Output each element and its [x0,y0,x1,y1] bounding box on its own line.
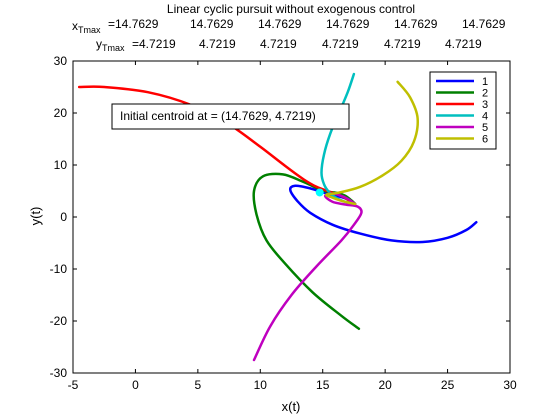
x-tick-label: 30 [503,378,517,392]
header-y-value-2: 4.7219 [199,37,236,51]
header-y-sub: Tmax [102,43,125,53]
chart-title: Linear cyclic pursuit without exogenous … [167,2,415,16]
y-tick-label: 10 [54,158,68,172]
header-y-value-4: 4.7219 [322,37,359,51]
x-tick-label: -5 [68,378,79,392]
header-y-row: yTmax =4.7219 4.7219 4.7219 4.7219 4.721… [96,37,482,53]
x-tick-label: 5 [195,378,202,392]
header-y-value-6: 4.7219 [445,37,482,51]
header-y-value-5: 4.7219 [384,37,421,51]
header-x-value-1: =14.7629 [108,17,159,31]
header-y-value-3: 4.7219 [260,37,297,51]
x-axis-label: x(t) [282,399,301,414]
legend-frame [429,71,497,150]
series-line-6 [324,80,419,206]
header-y-value-1: =4.7219 [132,37,176,51]
legend-label-1: 1 [482,76,488,88]
header-x-main: x [72,19,78,33]
legend-label-6: 6 [482,134,488,146]
y-tick-label: -20 [50,314,68,328]
annotation-text: Initial centroid at = (14.7629, 4.7219) [120,109,316,123]
header-x-value-5: 14.7629 [394,17,438,31]
annotation-frame [111,103,350,130]
y-tick-label: -30 [50,366,68,380]
header-x-row: xTmax =14.7629 14.7629 14.7629 14.7629 1… [72,17,506,35]
header-x-label: xTmax [72,19,101,35]
x-tick-label: 25 [441,378,455,392]
y-tick-label: 0 [60,210,67,224]
header-x-value-2: 14.7629 [190,17,234,31]
series-line-2 [252,172,361,331]
y-tick-label: -10 [50,262,68,276]
x-tick-label: 20 [378,378,392,392]
y-tick-label: 30 [54,54,68,68]
x-tick-label: 0 [132,378,139,392]
centroid-marker [315,188,324,197]
header-x-value-3: 14.7629 [258,17,302,31]
legend-label-3: 3 [482,99,488,111]
header-x-sub: Tmax [78,25,101,35]
header-x-value-4: 14.7629 [326,17,370,31]
header-x-value-6: 14.7629 [462,17,506,31]
x-tick-label: 15 [316,378,330,392]
legend-label-5: 5 [482,122,488,134]
annotation-box: Initial centroid at = (14.7629, 4.7219) [111,103,350,130]
y-tick-label: 20 [54,106,68,120]
x-tick-label: 10 [254,378,268,392]
header-y-label: yTmax [96,37,125,53]
y-axis-label: y(t) [28,207,43,226]
axis-labels: x(t) y(t) [28,207,300,414]
legend-label-4: 4 [482,111,488,123]
legend-label-2: 2 [482,88,488,100]
header-y-main: y [96,37,102,51]
